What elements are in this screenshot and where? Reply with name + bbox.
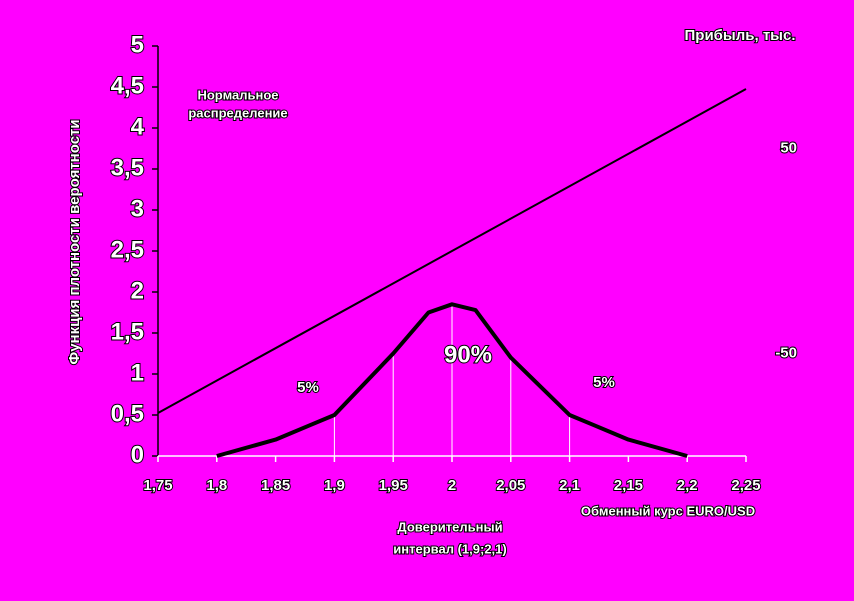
annotation: 90% xyxy=(444,341,492,368)
y-tick-label: 4,5 xyxy=(111,72,144,99)
y2-tick-label: 50 xyxy=(780,139,797,156)
x-tick-label: 1,75 xyxy=(143,477,172,494)
x-tick-label: 2 xyxy=(448,477,456,494)
y-tick-label: 2,5 xyxy=(111,236,144,263)
annotation: распределение xyxy=(188,105,287,120)
x-tick-label: 1,8 xyxy=(206,477,227,494)
series-line xyxy=(216,302,688,458)
annotation: Нормальное xyxy=(197,87,278,102)
annotation: 5% xyxy=(297,379,319,396)
annotation: 5% xyxy=(593,374,615,391)
x-tick-label: 1,95 xyxy=(379,477,408,494)
x-tick-label: 2,2 xyxy=(677,477,698,494)
y2-axis-title: Прибыль, тыс. xyxy=(685,27,796,44)
series-line xyxy=(157,88,747,414)
annotation: интервал (1,9;2,1) xyxy=(393,541,506,556)
x-axis-title: Обменный курс EURO/USD xyxy=(581,503,755,518)
x-tick-label: 2,1 xyxy=(559,477,580,494)
annotation: Доверительный xyxy=(397,519,502,534)
y-tick-label: 5 xyxy=(131,31,144,58)
x-tick-label: 1,85 xyxy=(261,477,290,494)
y-tick-label: 0,5 xyxy=(111,400,144,427)
y-tick-label: 2 xyxy=(131,277,144,304)
y-tick-label: 4 xyxy=(131,113,145,140)
y2-tick-label: -50 xyxy=(775,344,797,361)
x-tick-label: 2,25 xyxy=(731,477,760,494)
x-tick-label: 1,9 xyxy=(324,477,345,494)
y-axis-title: Функция плотности вероятности xyxy=(66,119,83,364)
y-tick-label: 1,5 xyxy=(111,318,144,345)
y-tick-label: 0 xyxy=(131,441,144,468)
y-tick-label: 1 xyxy=(131,359,144,386)
y-tick-label: 3,5 xyxy=(111,154,144,181)
x-tick-label: 2,05 xyxy=(496,477,525,494)
x-tick-label: 2,15 xyxy=(614,477,643,494)
y-tick-label: 3 xyxy=(131,195,144,222)
